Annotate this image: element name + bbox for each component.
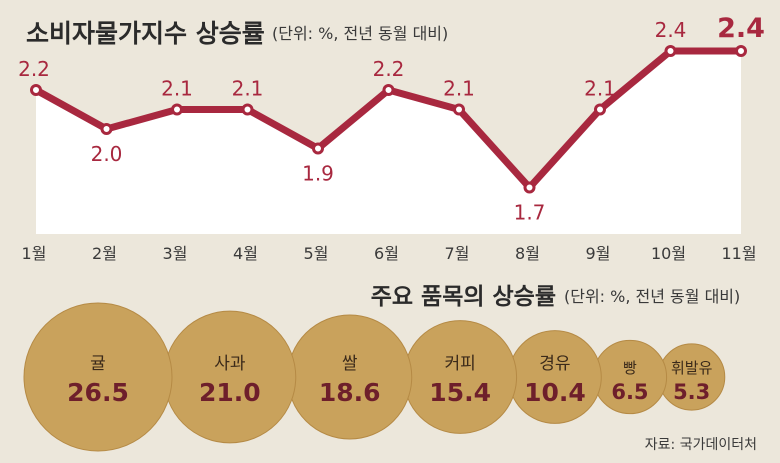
line-value-label: 2.2	[373, 57, 405, 81]
bubble-2	[163, 310, 297, 444]
line-area-fill	[36, 51, 741, 234]
bubble-1	[23, 302, 173, 452]
bubble-4	[403, 320, 518, 434]
bubble-value: 26.5	[67, 378, 129, 407]
line-value-label: 2.4	[655, 18, 687, 42]
bubble-chart-title: 주요 품목의 상승률	[371, 284, 556, 310]
line-value-label: 2.1	[161, 77, 193, 101]
bubble-value: 6.5	[611, 380, 648, 404]
x-tick-label: 8월	[515, 244, 540, 263]
line-point	[453, 103, 465, 116]
bubble-value: 5.3	[673, 380, 710, 404]
x-tick-label: 7월	[445, 244, 470, 263]
bubble-label: 경유	[539, 354, 570, 374]
x-tick-label: 4월	[233, 244, 258, 263]
bubble-chart: 귤 26.5 사과 21.0 쌀 18.6 커피 15.4 경유 10.4 빵 6.5 휘발유 5.3	[23, 302, 726, 452]
line-point	[382, 84, 395, 96]
x-tick-label: 6월	[374, 244, 399, 263]
line-value-label: 1.7	[514, 201, 546, 225]
line-value-label: 2.1	[232, 77, 264, 101]
line-value-label: 2.1	[443, 77, 475, 101]
line-value-labels: 2.2 2.0 2.1 2.1 1.9 2.2 2.1 1.7 2.1 2.4 2.4	[18, 13, 765, 225]
bubble-label: 귤	[90, 354, 106, 374]
line-point	[664, 45, 677, 57]
line-point	[594, 103, 606, 116]
line-point	[241, 103, 254, 116]
bubble-value: 10.4	[524, 378, 586, 407]
line-chart-title: 소비자물가지수 상승률	[26, 19, 265, 48]
bubble-label: 사과	[214, 354, 246, 374]
line-point	[171, 103, 183, 116]
bubble-label: 커피	[445, 354, 476, 374]
bubble-label: 빵	[623, 359, 637, 377]
bubble-value: 15.4	[429, 378, 491, 407]
x-axis-ticks: 1월 2월 3월 4월 5월 6월 7월 8월 9월 10월 11월	[22, 244, 757, 263]
x-tick-label: 3월	[163, 244, 188, 263]
source-note: 자료: 국가데이터처	[645, 437, 757, 453]
x-tick-label: 2월	[92, 244, 117, 263]
line-value-label: 2.1	[584, 77, 616, 101]
line-chart-unit: (단위: %, 전년 동월 대비)	[272, 24, 448, 43]
line-chart: 2.2 2.0 2.1 2.1 1.9 2.2 2.1 1.7 2.1 2.4 2.4 1월 2월 3월…	[18, 13, 765, 263]
line-value-label: 2.0	[91, 142, 123, 166]
x-tick-label: 10월	[651, 244, 686, 263]
bubble-value: 21.0	[199, 378, 261, 407]
bubble-3	[287, 314, 413, 440]
line-value-label: 2.4	[717, 13, 765, 44]
line-value-label: 1.9	[302, 162, 334, 186]
bubble-5	[508, 330, 602, 424]
line-points	[30, 45, 747, 194]
line-point	[100, 123, 113, 135]
line-value-label: 2.2	[18, 57, 50, 81]
line-point	[30, 84, 42, 96]
bubble-label: 쌀	[342, 354, 358, 374]
x-tick-label: 5월	[304, 244, 329, 263]
bubble-chart-unit: (단위: %, 전년 동월 대비)	[564, 287, 740, 306]
bubble-value: 18.6	[319, 378, 381, 407]
x-tick-label: 1월	[22, 244, 47, 263]
x-tick-label: 11월	[721, 244, 756, 263]
x-tick-label: 9월	[586, 244, 611, 263]
line-point	[523, 181, 536, 194]
bubble-label: 휘발유	[671, 359, 713, 377]
line-point	[735, 45, 747, 57]
line-point	[312, 142, 324, 155]
